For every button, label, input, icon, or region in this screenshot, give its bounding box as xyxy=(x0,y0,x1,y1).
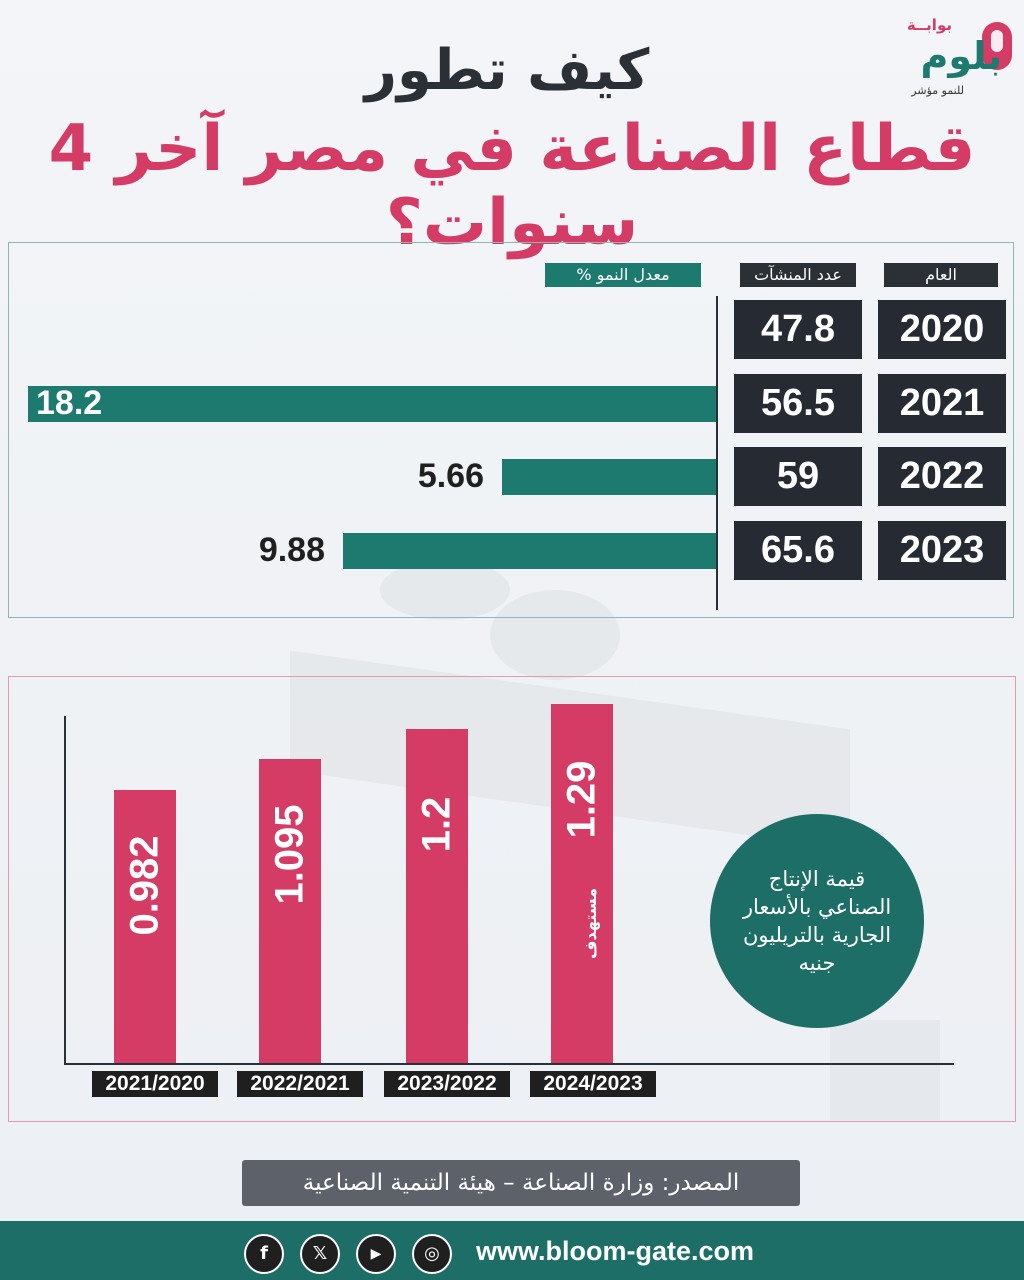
growth-bar xyxy=(28,386,716,422)
production-value-label: 1.29 xyxy=(559,760,604,838)
youtube-icon[interactable]: ▶ xyxy=(356,1234,396,1274)
category-label: 2023/2022 xyxy=(384,1071,510,1097)
production-value-label: 1.2 xyxy=(414,796,459,852)
x-axis xyxy=(64,1063,954,1065)
title-line-1: كيف تطور xyxy=(364,38,650,103)
growth-label: 18.2 xyxy=(36,384,103,422)
production-bar xyxy=(406,729,468,1063)
count-cell: 56.5 xyxy=(734,374,862,433)
year-cell: 2021 xyxy=(878,374,1006,433)
brand-top-text: بوابــة xyxy=(906,16,952,34)
production-bar xyxy=(114,790,176,1063)
category-label: 2021/2020 xyxy=(92,1071,218,1097)
chart-title: قيمة الإنتاج الصناعي بالأسعار الجارية با… xyxy=(742,867,892,975)
count-cell: 59 xyxy=(734,447,862,506)
y-axis xyxy=(64,716,66,1064)
header-year: العام xyxy=(884,263,998,287)
chart-title-circle: قيمة الإنتاج الصناعي بالأسعار الجارية با… xyxy=(710,814,924,1028)
target-note: مستهدف xyxy=(581,887,601,960)
header-count: عدد المنشآت xyxy=(740,263,856,287)
x-twitter-icon[interactable]: 𝕏 xyxy=(300,1234,340,1274)
growth-label: 9.88 xyxy=(258,531,325,569)
growth-bar xyxy=(502,459,716,495)
divider-line xyxy=(716,296,718,610)
growth-table-panel xyxy=(8,242,1014,618)
production-bar xyxy=(259,759,321,1063)
growth-bar xyxy=(343,533,716,569)
category-label: 2024/2023 xyxy=(530,1071,656,1097)
growth-label: 5.66 xyxy=(417,457,484,495)
production-value-label: 0.982 xyxy=(122,834,167,936)
count-cell: 47.8 xyxy=(734,300,862,359)
facebook-icon[interactable]: f xyxy=(244,1234,284,1274)
production-bar xyxy=(551,704,613,1063)
header-growth: معدل النمو % xyxy=(545,263,701,287)
microphone-icon xyxy=(982,22,1012,70)
year-cell: 2022 xyxy=(878,447,1006,506)
background-shape xyxy=(380,560,510,620)
production-value-label: 1.095 xyxy=(267,803,312,905)
production-chart-panel xyxy=(8,676,1016,1122)
brand-name: بلوم xyxy=(920,34,1003,78)
category-label: 2022/2021 xyxy=(237,1071,363,1097)
brand-logo[interactable]: بوابــة بلوم للنمو مؤشر xyxy=(872,12,1012,102)
footer-bar xyxy=(0,1221,1024,1280)
year-cell: 2023 xyxy=(878,521,1006,580)
website-link[interactable]: www.bloom-gate.com xyxy=(476,1236,755,1266)
instagram-icon[interactable]: ◎ xyxy=(412,1234,452,1274)
background-shape xyxy=(490,590,620,680)
year-cell: 2020 xyxy=(878,300,1006,359)
title-line-2: قطاع الصناعة في مصر آخر 4 سنوات؟ xyxy=(48,112,976,260)
background-shape xyxy=(830,1020,940,1120)
brand-tagline: للنمو مؤشر xyxy=(911,84,964,97)
count-cell: 65.6 xyxy=(734,521,862,580)
source-note: المصدر: وزارة الصناعة – هيئة التنمية الص… xyxy=(242,1160,800,1206)
